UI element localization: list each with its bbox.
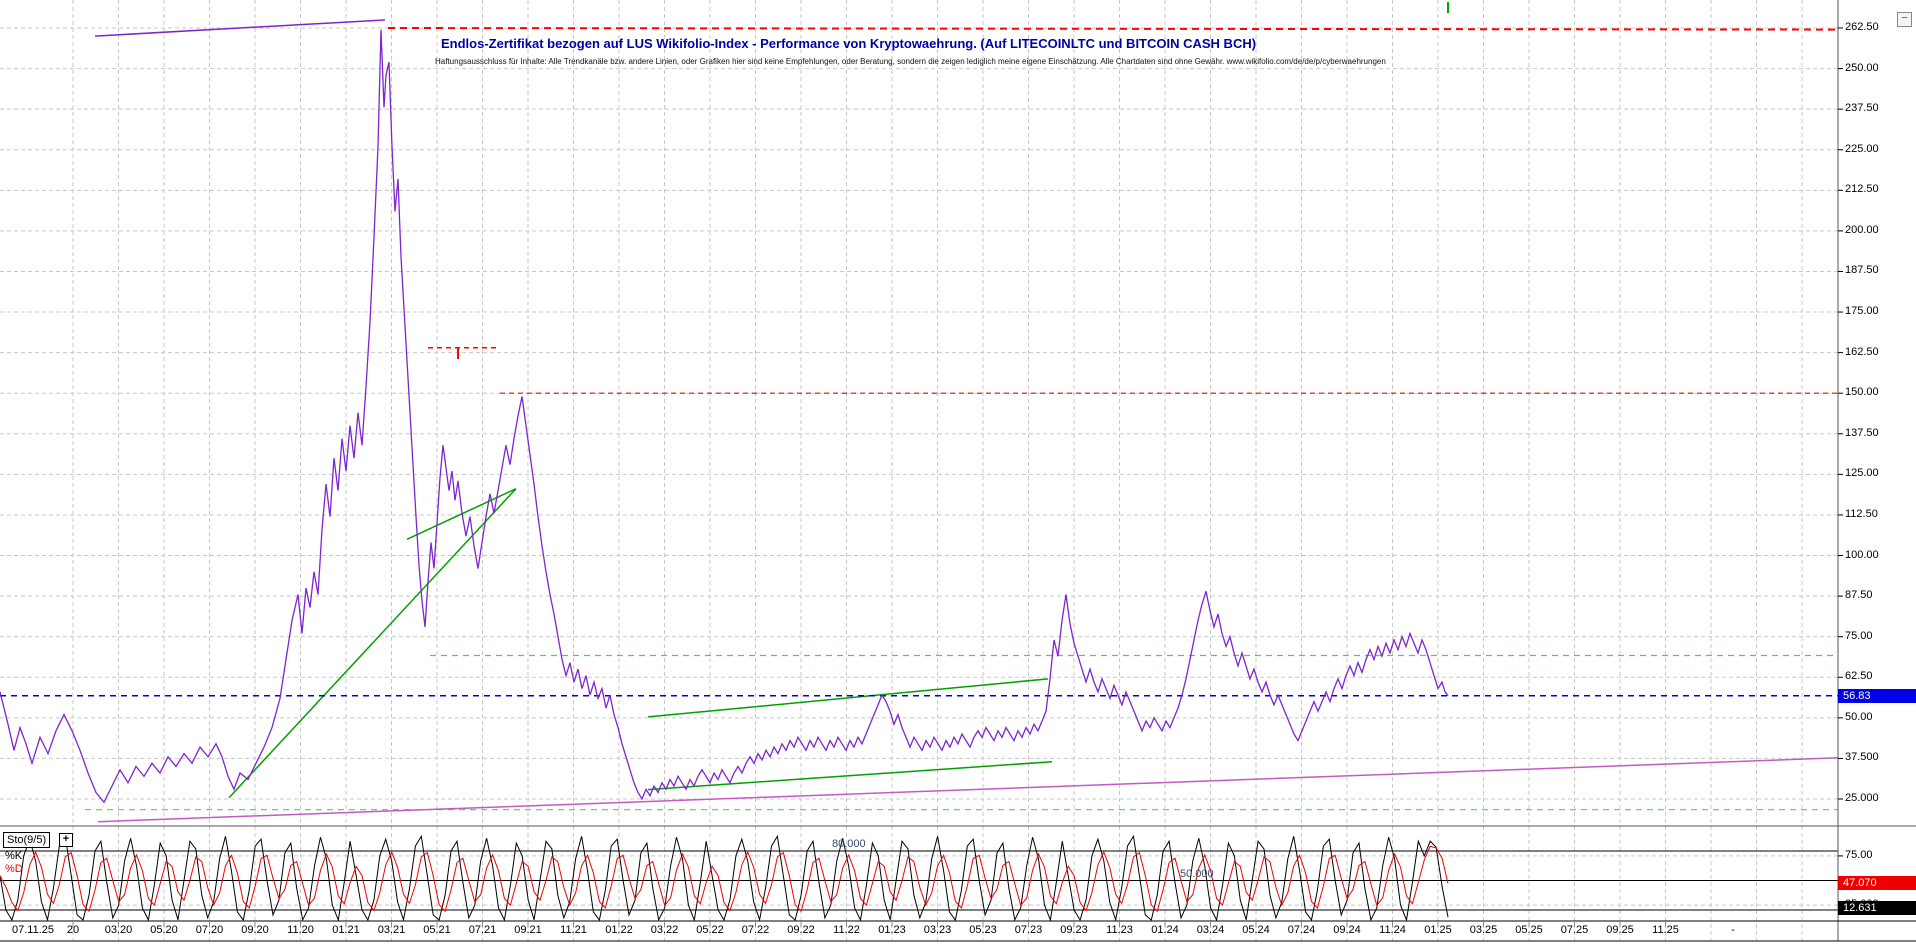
stochastic-axis-label: 75.00 (1845, 848, 1873, 861)
date-axis-label: 07.23 (1014, 924, 1043, 936)
date-axis-label: 11.23 (1106, 924, 1133, 936)
date-axis-label: 09.22 (787, 924, 815, 936)
date-axis-label: 01.23 (878, 924, 906, 936)
date-axis-label: 09.21 (514, 924, 542, 936)
price-axis-label: 200.00 (1845, 223, 1879, 236)
current-price-tag: 56.83 (1838, 688, 1916, 703)
price-axis-label: 237.50 (1845, 102, 1879, 115)
date-axis-label: 07.20 (195, 924, 224, 936)
price-axis-label: 25.000 (1845, 792, 1879, 804)
date-axis-label: 03.23 (923, 924, 952, 936)
date-axis-label: 09.24 (1333, 924, 1361, 936)
date-axis-label: 11.20 (287, 924, 314, 936)
stochastic-k-line (0, 834, 1449, 922)
price-axis-label: 175.00 (1845, 305, 1879, 318)
add-indicator-button[interactable]: + (59, 833, 73, 847)
date-axis-label: 01.25 (1424, 924, 1452, 936)
date-axis-label: 09.23 (1060, 924, 1088, 936)
date-axis-label: 01.21 (332, 924, 360, 936)
resistance-trendline-2022-24 (647, 678, 1049, 718)
date-axis-label: 05.23 (969, 924, 997, 936)
stochastic-level-label: 50.000 (1180, 867, 1214, 880)
price-axis-label: 187.50 (1845, 264, 1879, 277)
stochastic-d-value-tag: 47.070 (1838, 876, 1916, 891)
price-axis-label: 137.50 (1845, 426, 1879, 439)
price-axis-label: 150.00 (1845, 386, 1879, 399)
date-axis-label: 03.22 (650, 924, 679, 936)
support-trendline-2021 (228, 488, 517, 799)
date-axis-label: 01.22 (605, 924, 633, 936)
date-axis-label: 11.22 (833, 924, 860, 936)
date-axis-label: 05.20 (150, 924, 178, 936)
collapse-button[interactable]: − (1897, 12, 1912, 27)
price-axis-label: 262.50 (1845, 21, 1879, 33)
date-axis-label: 03.25 (1469, 924, 1498, 936)
support-trendline-2022-24 (647, 760, 1053, 791)
date-axis-label: 07.25 (1560, 924, 1589, 936)
price-axis-label: 225.00 (1845, 142, 1879, 155)
stochastic-k-label: %K (5, 850, 23, 862)
date-axis-label: 05.24 (1242, 924, 1270, 936)
date-axis-label: - (1731, 924, 1735, 936)
date-axis-label: 11.21 (560, 924, 587, 936)
date-axis-label: 03.24 (1196, 924, 1225, 936)
chart-disclaimer: Haftungsausschluss für Inhalte: Alle Tre… (435, 57, 1386, 66)
date-axis-label: 05.21 (423, 924, 451, 936)
date-axis-label: 11.24 (1379, 924, 1406, 936)
date-axis-label: 03.21 (377, 924, 406, 936)
price-axis-label: 100.00 (1845, 548, 1879, 561)
stochastic-d-label: %D (5, 863, 23, 875)
stochastic-level-label: 80.000 (832, 838, 866, 850)
price-axis-label: 37.500 (1845, 751, 1879, 764)
price-axis-label: 62.50 (1845, 670, 1873, 683)
price-series-line (0, 29, 1449, 804)
price-axis-label: 162.50 (1845, 345, 1879, 358)
date-axis-label: 09.25 (1606, 924, 1634, 936)
date-axis-label: 01.24 (1151, 924, 1179, 936)
price-axis-label: 112.50 (1845, 507, 1878, 520)
date-axis-label: 05.22 (696, 924, 724, 936)
date-axis-label: 20 (66, 924, 80, 936)
date-axis-label: 07.24 (1287, 924, 1316, 936)
price-axis-label: 75.00 (1845, 629, 1873, 642)
stochastic-d-line (0, 845, 1449, 913)
price-axis-label: 212.50 (1845, 183, 1879, 196)
date-axis-label: 11.25 (1652, 924, 1679, 936)
date-axis-label: 07.11.25 (11, 924, 54, 936)
lower-support-trendline (97, 757, 1839, 823)
date-axis-label: 07.22 (741, 924, 770, 936)
price-axis-label: 125.00 (1845, 467, 1879, 480)
price-axis-label: 87.50 (1845, 589, 1873, 602)
price-axis-label: 250.00 (1845, 61, 1879, 74)
date-axis-label: 07.21 (468, 924, 497, 936)
top-resistance-extension (387, 27, 1839, 31)
date-axis-label: 05.25 (1515, 924, 1543, 936)
date-axis-label: 09.20 (241, 924, 269, 936)
chart-title: Endlos-Zertifikat bezogen auf LUS Wikifo… (441, 36, 1257, 51)
top-resistance-trendline (94, 19, 386, 37)
stochastic-k-value-tag: 12.631 (1838, 901, 1916, 915)
price-axis-label: 50.00 (1845, 710, 1873, 723)
indicator-name-box[interactable]: Sto(9/5) (3, 832, 51, 848)
date-axis-label: 03.20 (104, 924, 133, 936)
